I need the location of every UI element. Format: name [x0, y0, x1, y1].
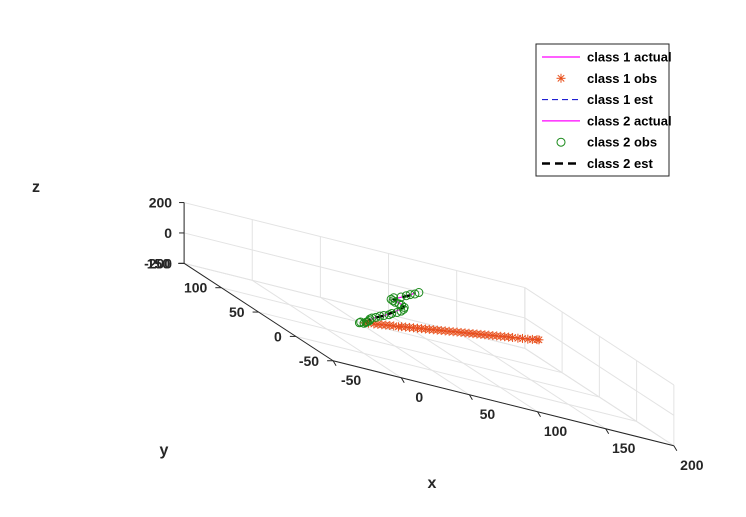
- grid-line: [183, 202, 525, 289]
- grid-line: [258, 311, 600, 398]
- y-tick-label: 100: [184, 280, 208, 296]
- obs-circle: [401, 291, 411, 301]
- x-tick-label: 200: [680, 457, 704, 473]
- z-axis-label: z: [32, 179, 40, 196]
- legend-item: class 2 obs: [556, 135, 657, 150]
- grid-line: [524, 317, 675, 416]
- legend-item: class 1 actual: [542, 50, 672, 65]
- legend-item: class 2 est: [542, 156, 653, 171]
- obs-circle: [394, 299, 404, 309]
- x-tick-mark: [673, 445, 678, 452]
- y-tick-label: 150: [147, 255, 171, 271]
- x-tick-label: 150: [612, 440, 636, 456]
- grid-line: [524, 347, 675, 447]
- legend-label: class 1 actual: [587, 50, 672, 65]
- obs-circle: [365, 314, 375, 324]
- grid-line: [295, 335, 637, 422]
- legend-item: class 2 actual: [542, 113, 672, 128]
- x-tick-label: 50: [480, 406, 496, 422]
- grid-line: [524, 287, 675, 386]
- y-tick-label: 0: [274, 328, 282, 344]
- x-tick-label: 100: [544, 423, 568, 439]
- x-axis-label: x: [428, 475, 437, 492]
- legend: class 1 actual class 1 obs class 1 est clas…: [535, 43, 672, 177]
- legend-item: class 1 obs: [556, 71, 657, 86]
- obs-asterisk: [556, 73, 566, 83]
- x-axis-line: [332, 360, 674, 447]
- obs-circle: [396, 292, 406, 302]
- x-tick-mark: [400, 377, 405, 384]
- legend-items: class 1 actual class 1 obs class 1 est clas…: [542, 50, 672, 171]
- obs-circle: [386, 294, 396, 304]
- obs-circle: [414, 288, 424, 298]
- z-tick-label: 200: [149, 195, 173, 211]
- x-tick-mark: [332, 360, 337, 367]
- obs-circle: [388, 296, 398, 306]
- legend-label: class 2 actual: [587, 113, 672, 128]
- x-tick-label: -50: [341, 372, 361, 388]
- series-layer: [354, 288, 544, 345]
- legend-swatch-circle: [556, 137, 566, 147]
- x-tick-mark: [537, 411, 541, 418]
- obs-asterisk: [534, 335, 544, 345]
- grid-layer: [183, 202, 675, 447]
- obs-circle: [375, 311, 385, 321]
- x-tick-label: 0: [415, 389, 423, 405]
- legend-label: class 2 est: [587, 156, 653, 171]
- asterisk-stroke: [557, 74, 565, 82]
- y-axis-label: y: [160, 442, 169, 459]
- legend-label: class 1 est: [587, 92, 653, 107]
- obs-circle: [387, 309, 397, 319]
- obs-circle: [389, 293, 399, 303]
- y-tick-label: 50: [229, 304, 245, 320]
- legend-item: class 1 est: [542, 92, 653, 107]
- grid-line: [183, 232, 525, 319]
- z-tick-label: 0: [164, 225, 172, 241]
- x-tick-mark: [468, 394, 473, 401]
- legend-label: class 2 obs: [587, 135, 657, 150]
- obs-circle: [410, 289, 420, 299]
- legend-label: class 1 obs: [587, 71, 657, 86]
- grid-line: [221, 287, 563, 374]
- legend-box: [535, 43, 670, 177]
- z-tick-label: -200: [144, 255, 172, 271]
- obs-circle: [405, 290, 415, 300]
- x-tick-mark: [605, 428, 610, 435]
- y-tick-label: -50: [299, 353, 319, 369]
- asterisk-stroke: [535, 336, 543, 344]
